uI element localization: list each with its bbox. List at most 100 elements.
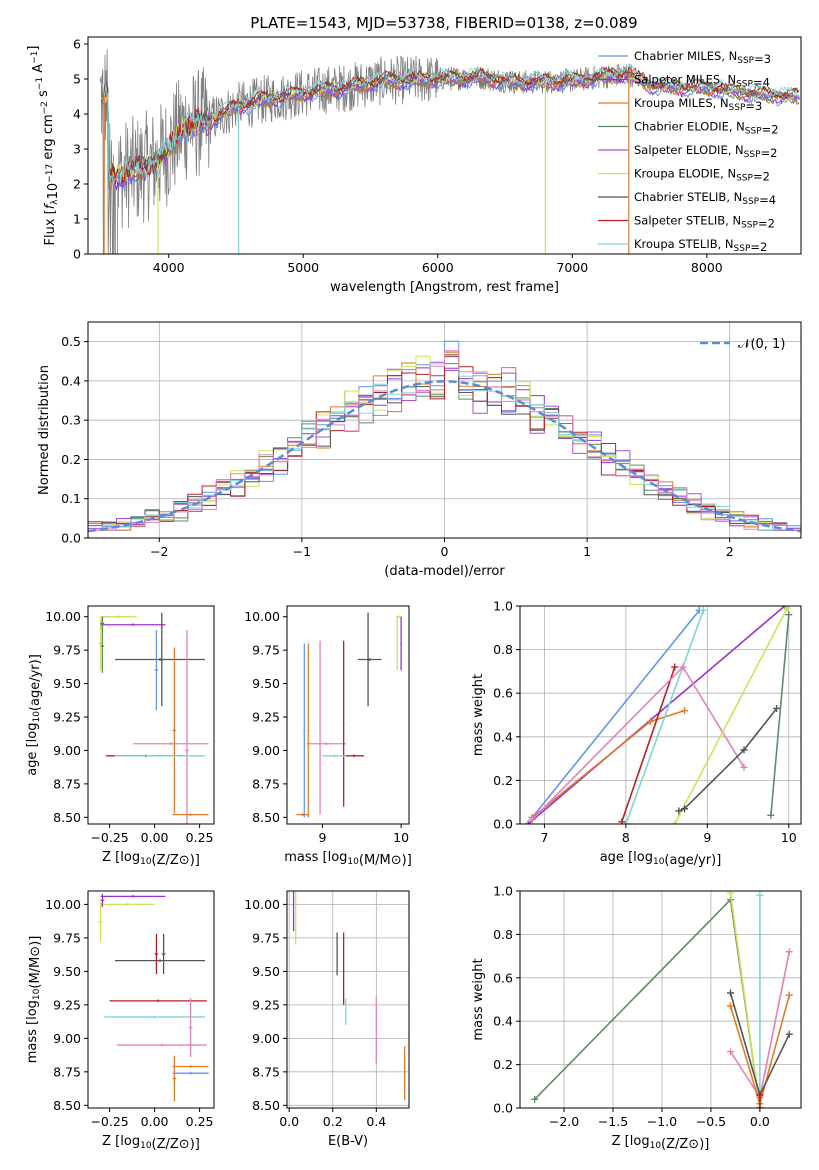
mass-vs-EBV-axes: 0.0 0.2 0.4 8.50 8.75 9.00 9.25 9.50 9.75 10.00 E(… (244, 890, 410, 1149)
series-point (740, 763, 748, 771)
legend-entry: Kroupa ELODIE, NSSP=2 (634, 167, 770, 184)
x-tick-label: 0.25 (186, 830, 214, 845)
weight-vs-age-marks (524, 606, 793, 824)
x-tick-label: 0.25 (186, 1114, 214, 1129)
series-point (785, 948, 793, 956)
mass-vs-Z-marks (98, 893, 209, 1102)
y-tick-label: 4 (73, 107, 81, 122)
series-line-chabrier_miles (531, 609, 700, 819)
series-line-salpeter_stelib (621, 666, 676, 823)
x-tick-label: 1 (583, 544, 591, 559)
spectrum-model-salpeter_stelib (101, 66, 800, 184)
series-point (646, 718, 654, 726)
y-tick-label: 0 (73, 247, 81, 262)
residuals-legend: 𝒩(0, 1) (700, 337, 785, 352)
y-tick-label: 9.25 (53, 710, 81, 725)
series-point (679, 663, 687, 671)
series-point (681, 707, 689, 715)
x-tick-label: −1.5 (598, 1114, 628, 1129)
series-point (756, 1104, 764, 1108)
y-tick-label: 0.8 (493, 642, 513, 657)
y-tick-label: 10.00 (45, 897, 81, 912)
residuals-xlabel: (data-model)/error (384, 564, 505, 579)
weight-vs-age-ylabel: mass weight (471, 674, 486, 756)
y-tick-label: 0.0 (493, 1101, 513, 1116)
series-line-salpeter_miles (527, 606, 786, 824)
legend-entry: Chabrier STELIB, NSSP=4 (634, 190, 776, 207)
x-tick-label: 10 (781, 830, 797, 845)
y-tick-label: 1 (73, 212, 81, 227)
legend-entry: Chabrier MILES, NSSP=3 (634, 49, 771, 66)
x-tick-label: 0.0 (279, 1114, 299, 1129)
series-point (783, 606, 791, 612)
residuals-marks (88, 340, 801, 533)
y-tick-label: 9.25 (252, 710, 280, 725)
y-tick-label: 8.50 (252, 810, 280, 825)
legend-entry: Salpeter ELODIE, NSSP=2 (634, 143, 777, 160)
mass-vs-EBV-marks (292, 891, 406, 1100)
series-line-pink (531, 666, 745, 821)
age-vs-mass-marks (296, 612, 402, 818)
y-tick-label: 0.1 (61, 491, 81, 506)
y-tick-label: 9.50 (252, 964, 280, 979)
series-point (524, 820, 532, 824)
y-tick-label: 9.25 (53, 997, 81, 1012)
x-tick-label: 9 (318, 830, 326, 845)
y-tick-label: 0.4 (493, 1014, 513, 1029)
y-tick-label: 0.4 (493, 729, 513, 744)
legend-entry: Chabrier ELODIE, NSSP=2 (634, 120, 779, 137)
x-tick-label: 0.4 (366, 1114, 386, 1129)
legend-entry: Salpeter MILES, NSSP=4 (634, 73, 770, 90)
series-point (727, 989, 735, 997)
mass-vs-Z-frame (87, 890, 215, 1109)
spectrum-frame (87, 36, 802, 255)
x-tick-label: 9 (703, 830, 711, 845)
age-vs-Z-marks (98, 612, 209, 824)
series-point (785, 1030, 793, 1038)
y-tick-label: 8.75 (53, 776, 81, 791)
y-tick-label: 0.5 (61, 334, 81, 349)
y-tick-label: 0.3 (61, 413, 81, 428)
weight-vs-Z-marks (531, 891, 793, 1108)
mass-vs-Z-xlabel: Z [log10(Z/Z⊙)] (102, 1134, 200, 1152)
legend-entry: 𝒩(0, 1) (738, 337, 785, 352)
x-tick-label: −0.25 (90, 1114, 128, 1129)
spectrum-axes: 4000 5000 6000 7000 8000 0 1 2 3 4 5 6 wavelength [A… (26, 36, 802, 295)
weight-vs-Z-frame (519, 890, 802, 1109)
y-tick-label: 9.00 (53, 743, 81, 758)
y-tick-label: 8.50 (252, 1098, 280, 1113)
series-point (785, 991, 793, 999)
y-tick-label: 9.75 (53, 643, 81, 658)
spectrum-model-kroupa_stelib (101, 63, 800, 185)
x-tick-label: −1.0 (647, 1114, 677, 1129)
x-tick-label: 2 (726, 544, 734, 559)
series-point (675, 807, 683, 815)
hist-step-salpeter_stelib (88, 354, 801, 531)
series-line-kroupa_elodie (674, 607, 788, 824)
y-tick-label: 9.50 (53, 964, 81, 979)
spectrum-marks (99, 49, 801, 254)
y-tick-label: 2 (73, 177, 81, 192)
weight-vs-age-xlabel: age [log10(age/yr)] (600, 850, 722, 868)
y-tick-label: 0.0 (61, 531, 81, 546)
x-tick-label: 8000 (691, 260, 723, 275)
hist-step-pink (88, 350, 801, 531)
series-point (671, 663, 679, 671)
series-point (681, 805, 689, 813)
y-tick-label: 8.50 (53, 810, 81, 825)
x-tick-label: −0.5 (696, 1114, 726, 1129)
series-line-kroupa_stelib (625, 610, 705, 824)
series-line-kroupa_elodie (729, 893, 761, 1108)
age-vs-mass-axes: 9 10 8.50 8.75 9.00 9.25 9.50 9.75 10.00 mass [lo… (244, 605, 412, 868)
x-tick-label: 7 (540, 830, 548, 845)
y-tick-label: 10.00 (45, 609, 81, 624)
x-tick-label: 0.00 (141, 1114, 169, 1129)
y-tick-label: 0.6 (493, 970, 513, 985)
x-tick-label: 8 (622, 830, 630, 845)
y-tick-label: 0.0 (493, 817, 513, 832)
y-tick-label: 8.75 (53, 1064, 81, 1079)
weight-vs-Z-axes: −2.0 −1.5 −1.0 −0.5 0.0 0.0 0.2 0.4 0.6 0.8 1.0 Z [… (471, 884, 802, 1152)
series-point (767, 811, 775, 819)
y-tick-label: 9.75 (252, 930, 280, 945)
series-point (727, 1002, 735, 1010)
